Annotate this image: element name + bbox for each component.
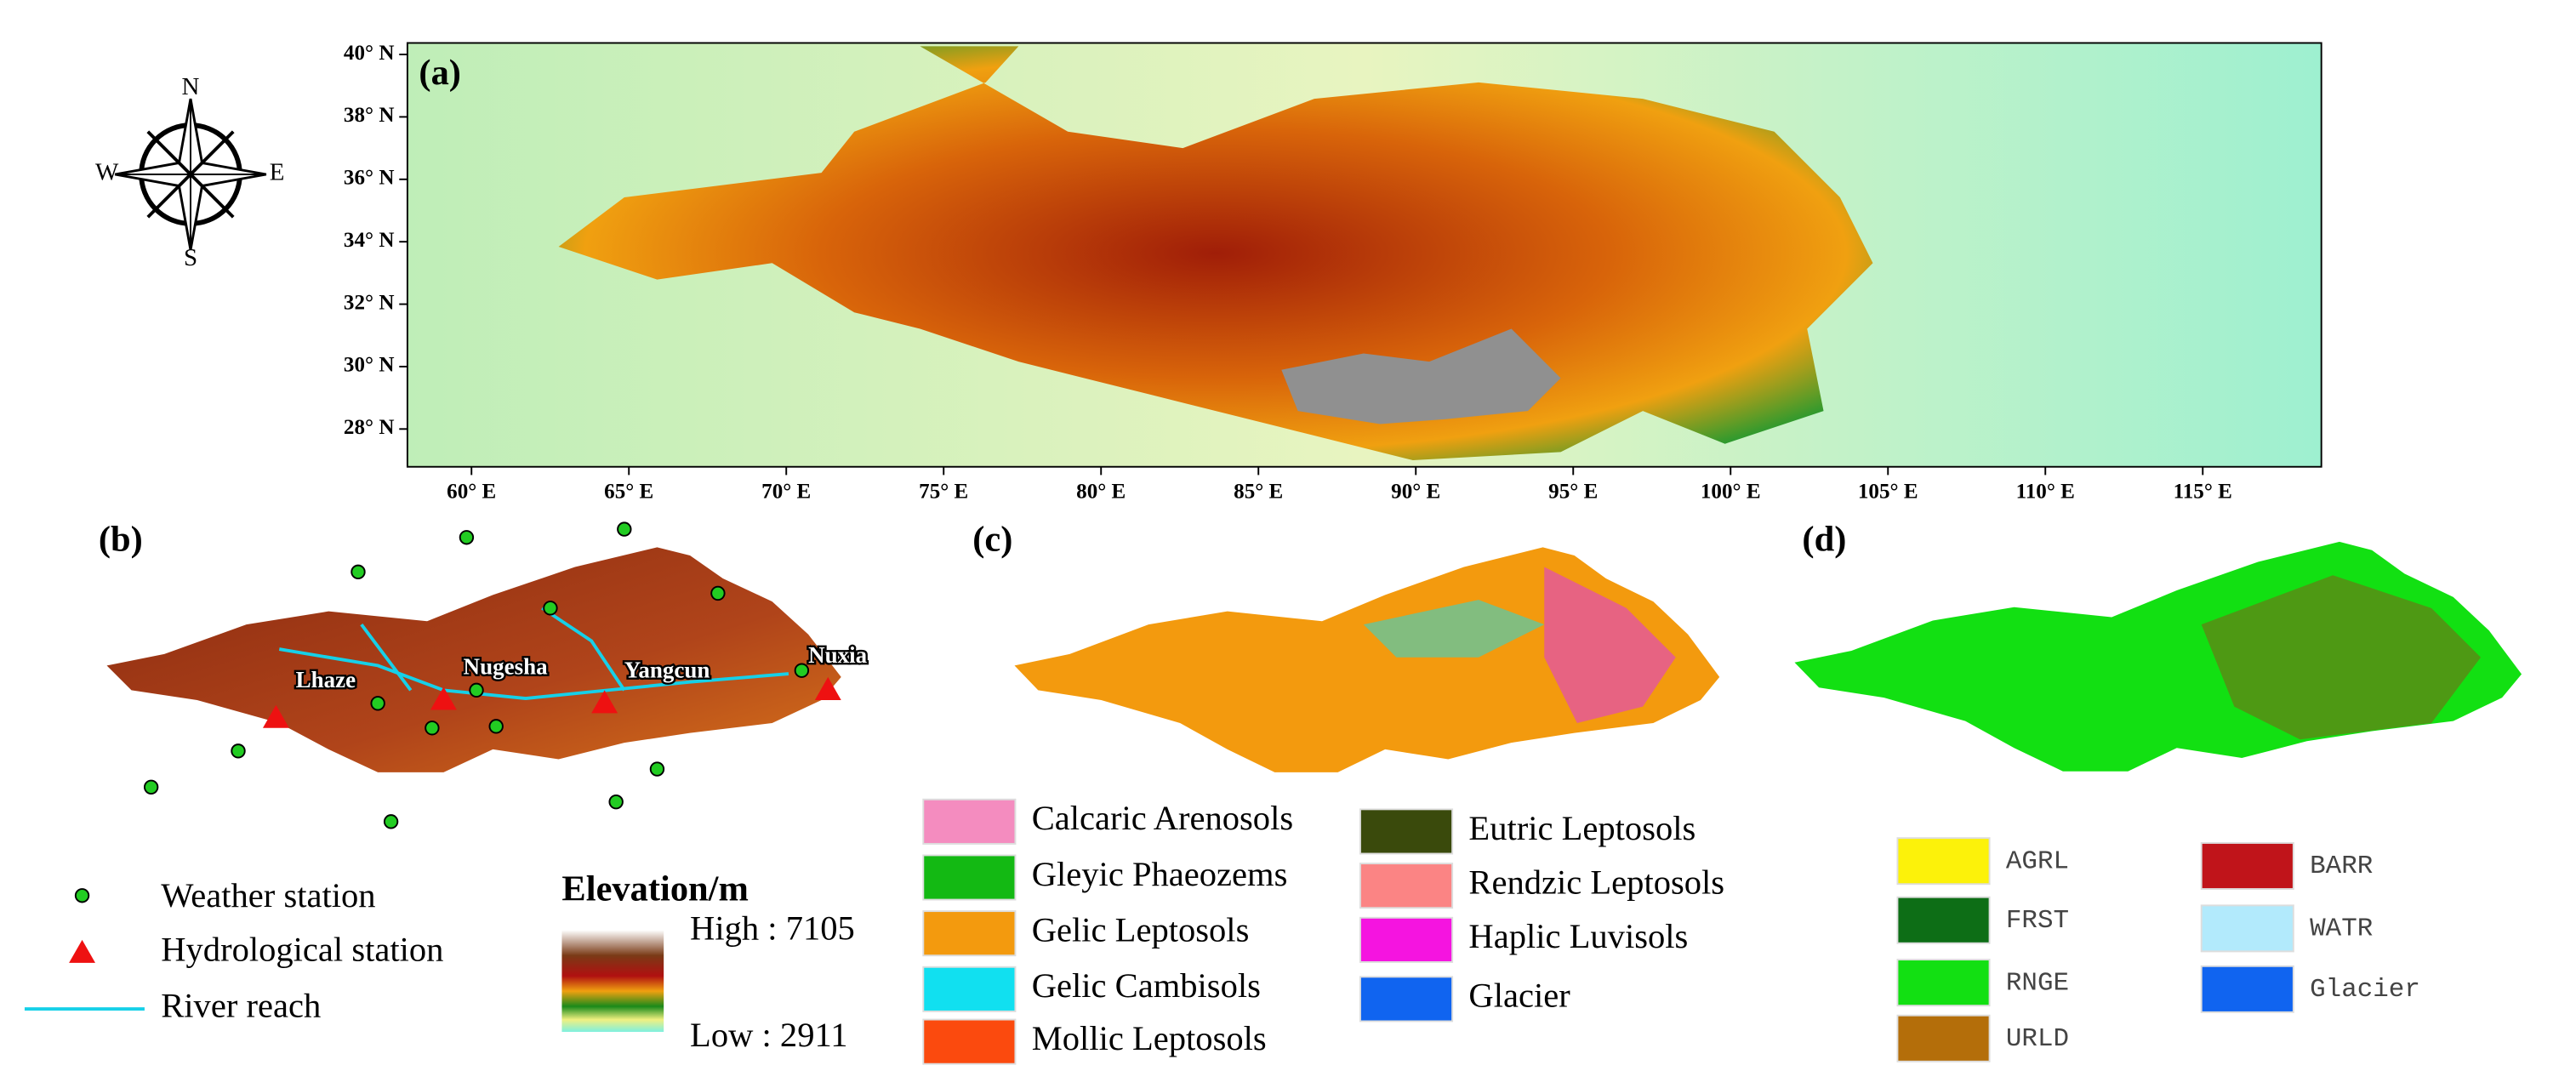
landuse-patch bbox=[2201, 575, 2481, 740]
panel-d: (d) AGRL FRST RNGE URLD BARR WATR Glacier bbox=[1794, 519, 2522, 1062]
lat-tick-label: 32° N bbox=[344, 291, 395, 314]
elevation-bar bbox=[561, 930, 664, 1033]
station-label: Nugesha bbox=[464, 653, 549, 679]
lat-tick-label: 38° N bbox=[344, 104, 395, 127]
study-area bbox=[1281, 328, 1561, 424]
legend-label: RNGE bbox=[2006, 968, 2069, 998]
legend-label: Glacier bbox=[2310, 975, 2420, 1005]
panel-label: (c) bbox=[972, 519, 1012, 559]
lon-tick-label: 110° E bbox=[2016, 480, 2075, 503]
legend-label: River reach bbox=[161, 986, 321, 1024]
compass-e: E bbox=[270, 159, 285, 186]
panel-label: (a) bbox=[419, 53, 461, 93]
legend-symbol bbox=[69, 939, 96, 963]
panel-label: (d) bbox=[1802, 519, 1846, 559]
river bbox=[278, 607, 789, 700]
station-label: Yangcun bbox=[624, 657, 710, 682]
hydro-stations bbox=[262, 676, 841, 728]
lat-tick-label: 36° N bbox=[344, 167, 395, 190]
panel-label: (b) bbox=[99, 519, 143, 559]
legend-label: Eutric Leptosols bbox=[1468, 809, 1695, 847]
legend-swatch bbox=[2200, 841, 2294, 891]
lon-tick-label: 100° E bbox=[1701, 480, 1761, 503]
plateau bbox=[558, 46, 1873, 461]
lon-tick-label: 105° E bbox=[1858, 480, 1918, 503]
legend-swatch bbox=[922, 798, 1017, 845]
compass-w: W bbox=[95, 159, 119, 186]
station-label: Nuxia bbox=[808, 642, 868, 668]
elevation-title: Elevation/m bbox=[561, 869, 748, 909]
legend-label: Weather station bbox=[161, 876, 375, 914]
lon-tick-label: 115° E bbox=[2174, 480, 2232, 503]
lat-tick-label: 28° N bbox=[344, 416, 395, 439]
legend-label: Glacier bbox=[1468, 977, 1570, 1015]
lon-tick-label: 80° E bbox=[1076, 480, 1126, 503]
panel-c: (c) Calcaric Arenosols Gleyic Phaeozems Ge… bbox=[922, 519, 1724, 1065]
legend-swatch bbox=[1896, 959, 1991, 1007]
legend-label: Mollic Leptosols bbox=[1032, 1019, 1267, 1057]
legend-swatch bbox=[2200, 904, 2294, 953]
panel-a: (a) 40° N 38° N 36° N 34° N 32° N 30° N 28° N 6… bbox=[344, 42, 2322, 503]
legend-swatch bbox=[922, 966, 1017, 1012]
legend-swatch bbox=[922, 1018, 1017, 1065]
station-label: Lhaze bbox=[296, 667, 356, 692]
legend-swatch bbox=[922, 910, 1017, 957]
lon-tick-label: 60° E bbox=[447, 480, 496, 503]
legend-label: Gleyic Phaeozems bbox=[1032, 855, 1288, 893]
legend-swatch bbox=[1359, 976, 1454, 1022]
compass-s: S bbox=[184, 244, 197, 271]
legend-label: BARR bbox=[2310, 852, 2373, 881]
legend-label: AGRL bbox=[2006, 846, 2069, 876]
elevation-high: High : 7105 bbox=[690, 909, 855, 948]
soil-patch bbox=[1544, 567, 1676, 723]
legend-swatch bbox=[922, 854, 1017, 901]
lat-tick-label: 34° N bbox=[344, 229, 395, 252]
lat-tick-label: 40° N bbox=[344, 42, 395, 65]
legend-swatch bbox=[2200, 965, 2294, 1013]
lon-tick-label: 95° E bbox=[1548, 480, 1598, 503]
soil-patch bbox=[1363, 600, 1545, 658]
legend-swatch bbox=[1896, 837, 1991, 886]
lon-tick-label: 70° E bbox=[761, 480, 811, 503]
compass: N S E W bbox=[95, 73, 284, 271]
lat-tick-label: 30° N bbox=[344, 354, 395, 377]
lon-tick-label: 75° E bbox=[919, 480, 968, 503]
elevation-low: Low : 2911 bbox=[690, 1016, 847, 1054]
legend-symbol bbox=[74, 888, 90, 903]
legend-label: FRST bbox=[2006, 906, 2069, 936]
legend-label: URLD bbox=[2006, 1024, 2069, 1054]
legend-label: Rendzic Leptosols bbox=[1468, 863, 1724, 901]
legend-swatch bbox=[1359, 808, 1454, 855]
legend-label: Gelic Cambisols bbox=[1032, 966, 1261, 1005]
lon-tick-label: 85° E bbox=[1234, 480, 1283, 503]
weather-stations bbox=[143, 521, 810, 829]
legend-label: Hydrological station bbox=[161, 931, 443, 969]
legend-label: Calcaric Arenosols bbox=[1032, 799, 1293, 837]
panel-b: (b) Lhaze Nugesha Yangcun Nuxia Weather … bbox=[24, 519, 869, 1054]
legend-swatch bbox=[1896, 896, 1991, 944]
legend-swatch bbox=[1896, 1014, 1991, 1062]
legend-swatch bbox=[1359, 916, 1454, 963]
compass-n: N bbox=[182, 73, 200, 100]
legend-swatch bbox=[1359, 863, 1454, 909]
legend-label: WATR bbox=[2310, 914, 2373, 944]
lon-tick-label: 65° E bbox=[604, 480, 653, 503]
legend-label: Haplic Luvisols bbox=[1468, 917, 1688, 955]
lon-tick-label: 90° E bbox=[1391, 480, 1440, 503]
legend-label: Gelic Leptosols bbox=[1032, 910, 1250, 948]
